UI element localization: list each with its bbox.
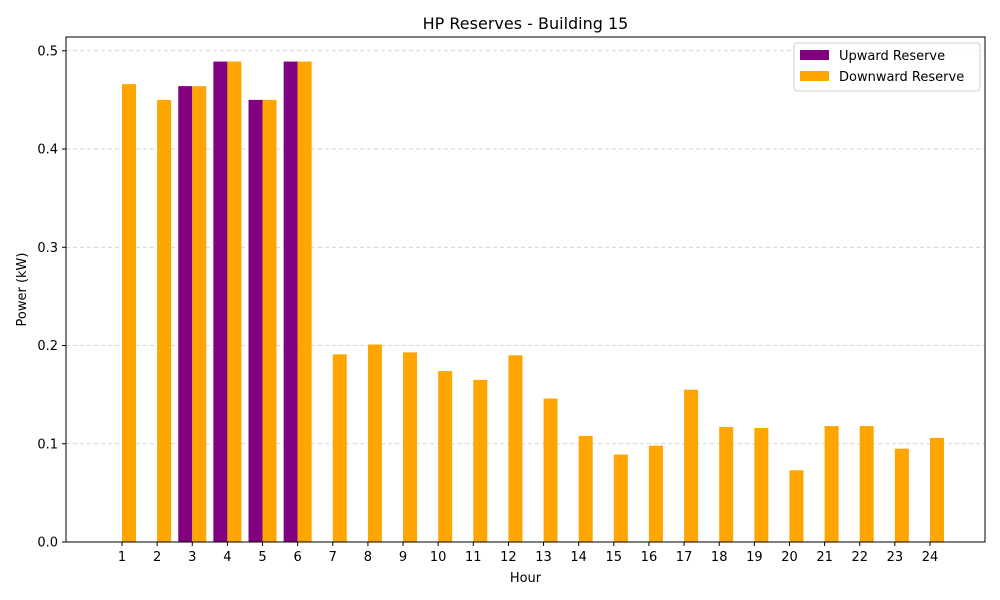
x-axis-label: Hour xyxy=(510,571,542,586)
x-tick-label: 24 xyxy=(922,550,939,565)
legend-swatch-downward xyxy=(800,71,829,81)
x-tick-label: 9 xyxy=(399,550,407,565)
bar-upward-reserve xyxy=(178,86,193,542)
y-tick-label: 0.1 xyxy=(37,437,58,452)
bar-downward-reserve xyxy=(789,470,804,542)
bar-downward-reserve xyxy=(543,398,558,542)
x-tick-label: 19 xyxy=(746,550,763,565)
x-tick-label: 7 xyxy=(329,550,337,565)
bar-downward-reserve xyxy=(684,389,699,542)
x-tick-label: 10 xyxy=(430,550,447,565)
chart-title: HP Reserves - Building 15 xyxy=(423,14,629,33)
x-tick-label: 18 xyxy=(711,550,728,565)
x-tick-label: 2 xyxy=(153,550,161,565)
bar-upward-reserve xyxy=(248,99,263,542)
x-tick-label: 3 xyxy=(188,550,196,565)
x-tick-label: 1 xyxy=(118,550,126,565)
bar-downward-reserve xyxy=(403,352,418,542)
x-tick-label: 4 xyxy=(223,550,231,565)
x-tick-label: 20 xyxy=(781,550,798,565)
y-tick-label: 0.2 xyxy=(37,339,58,354)
x-tick-label: 16 xyxy=(641,550,658,565)
x-tick-label: 15 xyxy=(606,550,623,565)
bar-downward-reserve xyxy=(297,61,312,542)
bar-downward-reserve xyxy=(332,354,347,542)
axes-frame xyxy=(65,36,986,543)
bars xyxy=(122,61,944,542)
bar-downward-reserve xyxy=(367,344,382,542)
bar-downward-reserve xyxy=(859,426,874,542)
x-tick-label: 6 xyxy=(294,550,302,565)
legend-label-downward: Downward Reserve xyxy=(839,70,964,85)
y-axis-label: Power (kW) xyxy=(15,253,30,327)
bar-downward-reserve xyxy=(929,437,944,542)
x-tick-label: 14 xyxy=(570,550,587,565)
x-tick-label: 23 xyxy=(887,550,904,565)
legend-swatch-upward xyxy=(800,50,829,60)
bar-downward-reserve xyxy=(613,454,628,542)
x-tick-label: 21 xyxy=(816,550,833,565)
legend-label-upward: Upward Reserve xyxy=(839,49,945,64)
x-tick-label: 8 xyxy=(364,550,372,565)
y-tick-label: 0.3 xyxy=(37,241,58,256)
y-tick-label: 0.5 xyxy=(37,44,58,59)
ticks: 0.00.10.20.30.40.51 2 3 4 5 6 7 8 9 10 11 12 13 14 15 1… xyxy=(37,44,938,565)
bar-downward-reserve xyxy=(157,99,172,542)
x-tick-label: 13 xyxy=(535,550,552,565)
x-tick-label: 17 xyxy=(676,550,693,565)
bar-downward-reserve xyxy=(754,428,769,542)
bar-downward-reserve xyxy=(438,371,453,542)
y-tick-label: 0.4 xyxy=(37,143,58,158)
bar-downward-reserve xyxy=(122,84,136,542)
bar-downward-reserve xyxy=(719,427,734,542)
bar-downward-reserve xyxy=(508,355,523,542)
bar-downward-reserve xyxy=(648,445,663,542)
x-tick-label: 11 xyxy=(465,550,482,565)
x-tick-label: 22 xyxy=(851,550,868,565)
legend: Upward Reserve Downward Reserve xyxy=(793,42,981,92)
bar-downward-reserve xyxy=(473,379,488,542)
bar-downward-reserve xyxy=(192,86,207,542)
bar-downward-reserve xyxy=(227,61,242,542)
bar-downward-reserve xyxy=(578,435,593,542)
x-tick-label: 12 xyxy=(500,550,517,565)
x-tick-label: 5 xyxy=(258,550,266,565)
bar-upward-reserve xyxy=(283,61,298,542)
bar-upward-reserve xyxy=(213,61,228,542)
y-tick-label: 0.0 xyxy=(37,536,58,551)
legend-box xyxy=(793,42,981,92)
bar-downward-reserve xyxy=(894,448,909,542)
bar-downward-reserve xyxy=(262,99,277,542)
bar-downward-reserve xyxy=(824,426,839,542)
